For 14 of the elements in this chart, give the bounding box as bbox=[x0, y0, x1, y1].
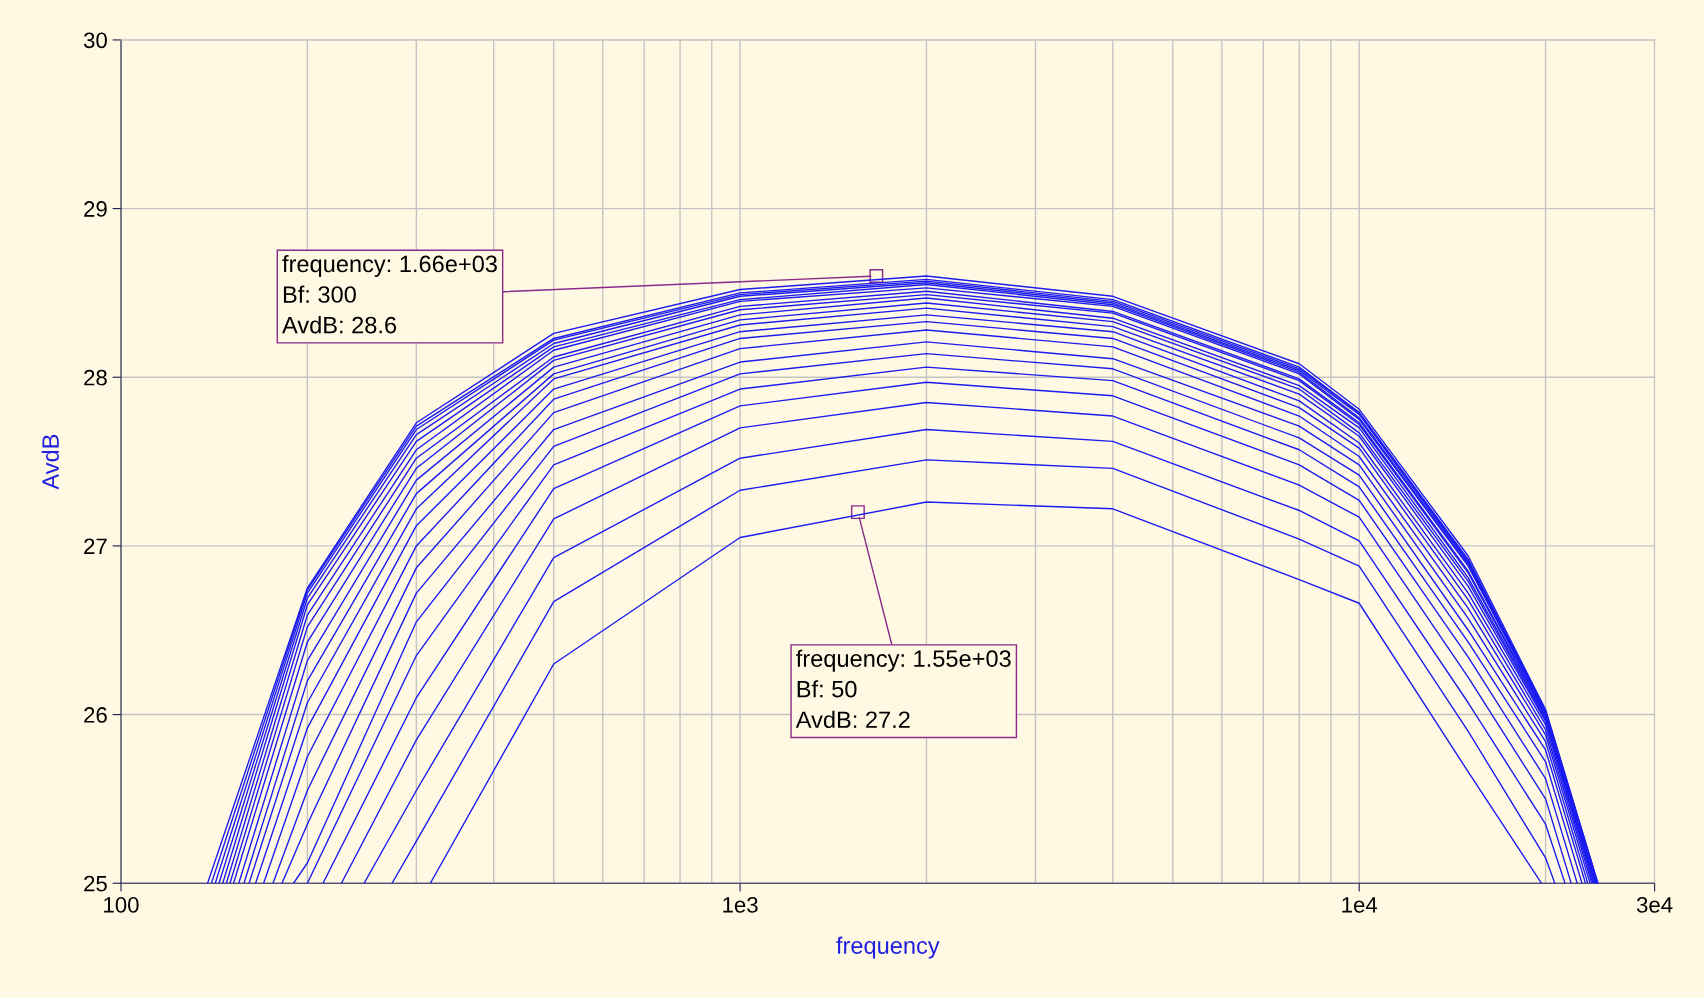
x-tick-label: 1e3 bbox=[723, 897, 758, 913]
annotation: frequency: 1.55e+03 Bf: 50 AvdB: 27.2 bbox=[795, 649, 1011, 729]
y-tick-label: 28 bbox=[84, 369, 107, 386]
x-axis-title: frequency bbox=[836, 936, 940, 959]
annotation: frequency: 1.66e+03 Bf: 300 AvdB: 28.6 bbox=[282, 254, 497, 334]
y-tick-label: 29 bbox=[84, 201, 107, 217]
y-tick-label: 30 bbox=[83, 32, 107, 49]
x-tick-label: 1e4 bbox=[1342, 897, 1378, 913]
x-tick-label: 3e4 bbox=[1636, 897, 1673, 913]
y-tick-label: 25 bbox=[84, 875, 107, 892]
x-tick-label: 100 bbox=[104, 897, 139, 913]
y-axis-title: AvdB bbox=[41, 434, 59, 490]
y-tick-label: 27 bbox=[84, 538, 107, 554]
y-tick-label: 26 bbox=[84, 707, 107, 723]
